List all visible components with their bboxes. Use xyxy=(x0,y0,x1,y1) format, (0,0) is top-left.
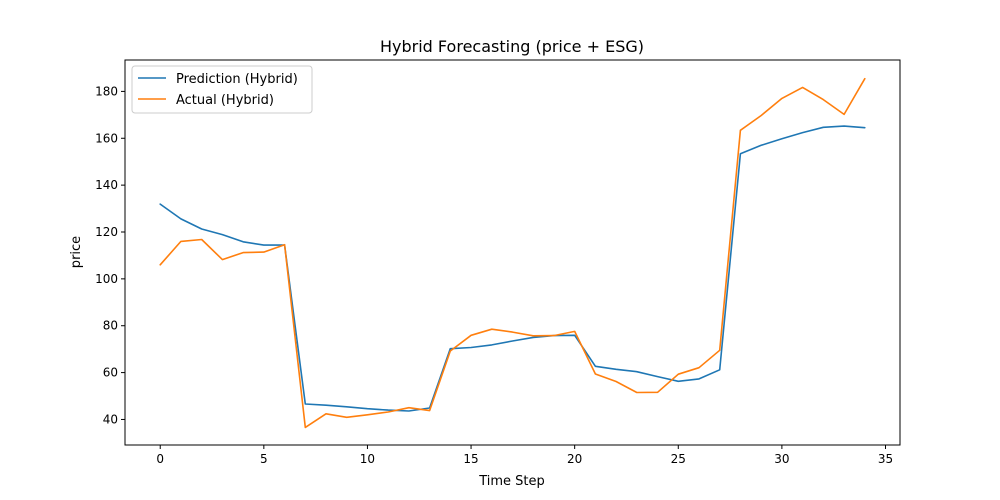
legend: Prediction (Hybrid) Actual (Hybrid) xyxy=(131,65,313,114)
y-tick-label: 180 xyxy=(95,84,118,98)
y-tick-label: 80 xyxy=(103,319,118,333)
plot-frame xyxy=(124,59,901,446)
series-line-actual xyxy=(159,77,866,429)
legend-label: Actual (Hybrid) xyxy=(176,93,274,108)
x-tick-label: 30 xyxy=(774,452,789,466)
chart-title: Hybrid Forecasting (price + ESG) xyxy=(380,37,644,56)
plot-area xyxy=(159,77,866,429)
x-tick-label: 15 xyxy=(463,452,478,466)
legend-label: Prediction (Hybrid) xyxy=(176,72,298,87)
x-tick-label: 10 xyxy=(360,452,375,466)
y-axis-label: price xyxy=(69,236,84,268)
x-axis-label: Time Step xyxy=(478,474,545,489)
y-tick-label: 140 xyxy=(95,178,118,192)
y-tick-label: 120 xyxy=(95,225,118,239)
y-tick-label: 60 xyxy=(103,366,118,380)
y-tick-label: 100 xyxy=(95,272,118,286)
x-tick-label: 25 xyxy=(671,452,686,466)
legend-box xyxy=(131,65,313,114)
x-tick-label: 20 xyxy=(567,452,582,466)
series-line-prediction xyxy=(159,125,866,412)
y-tick-label: 40 xyxy=(103,412,118,426)
x-tick-label: 0 xyxy=(156,452,164,466)
x-tick-label: 5 xyxy=(260,452,268,466)
y-tick-label: 160 xyxy=(95,131,118,145)
y-axis: 40 60 80 100 120 140 160 180 xyxy=(95,84,125,426)
x-tick-label: 35 xyxy=(878,452,893,466)
x-axis: 0 5 10 15 20 25 30 35 xyxy=(156,445,893,466)
